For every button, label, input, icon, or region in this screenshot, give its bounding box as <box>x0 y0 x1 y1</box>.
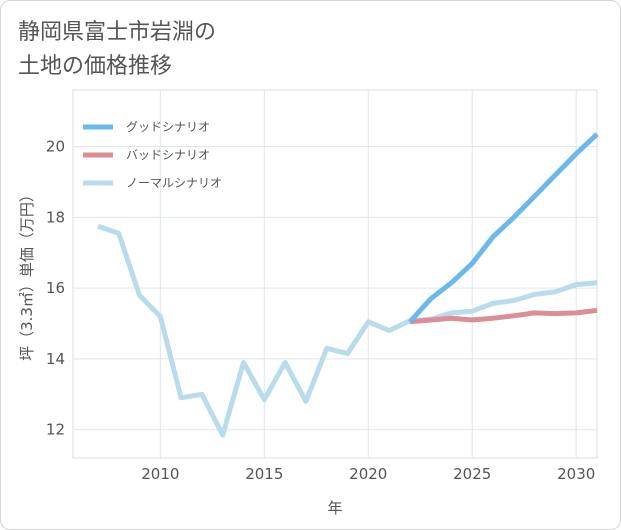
chart-title: 静岡県富士市岩淵の 土地の価格推移 <box>18 16 216 84</box>
title-line-2: 土地の価格推移 <box>18 54 173 79</box>
y-tick-label: 14 <box>46 350 65 368</box>
title-line-1: 静岡県富士市岩淵の <box>18 20 217 45</box>
y-tick-label: 20 <box>46 138 65 156</box>
x-tick-label: 2010 <box>141 465 179 483</box>
grid-lines <box>72 89 598 459</box>
series-line-3 <box>97 223 598 438</box>
x-tick-label: 2025 <box>453 465 491 483</box>
series-lines <box>97 132 599 438</box>
axes: 2010 2015 2020 2025 2030 12 14 16 18 20 <box>46 138 595 483</box>
x-axis-label: 年 <box>327 499 342 517</box>
legend-label-1: グッドシナリオ <box>126 120 210 134</box>
x-tick-label: 2020 <box>349 465 387 483</box>
y-tick-label: 16 <box>46 279 65 297</box>
series-line-2 <box>409 307 598 325</box>
axis-labels: 年 坪（3.3㎡）単価（万円） <box>18 187 343 517</box>
y-axis-label: 坪（3.3㎡）単価（万円） <box>18 187 36 361</box>
y-tick-label: 18 <box>46 208 65 226</box>
x-tick-label: 2030 <box>557 465 595 483</box>
legend-label-3: ノーマルシナリオ <box>126 176 222 190</box>
plot-frame <box>72 89 598 459</box>
series-line-1 <box>408 132 599 324</box>
y-tick-label: 12 <box>46 421 65 439</box>
legend-label-2: バッドシナリオ <box>126 148 210 162</box>
x-tick-label: 2015 <box>245 465 283 483</box>
